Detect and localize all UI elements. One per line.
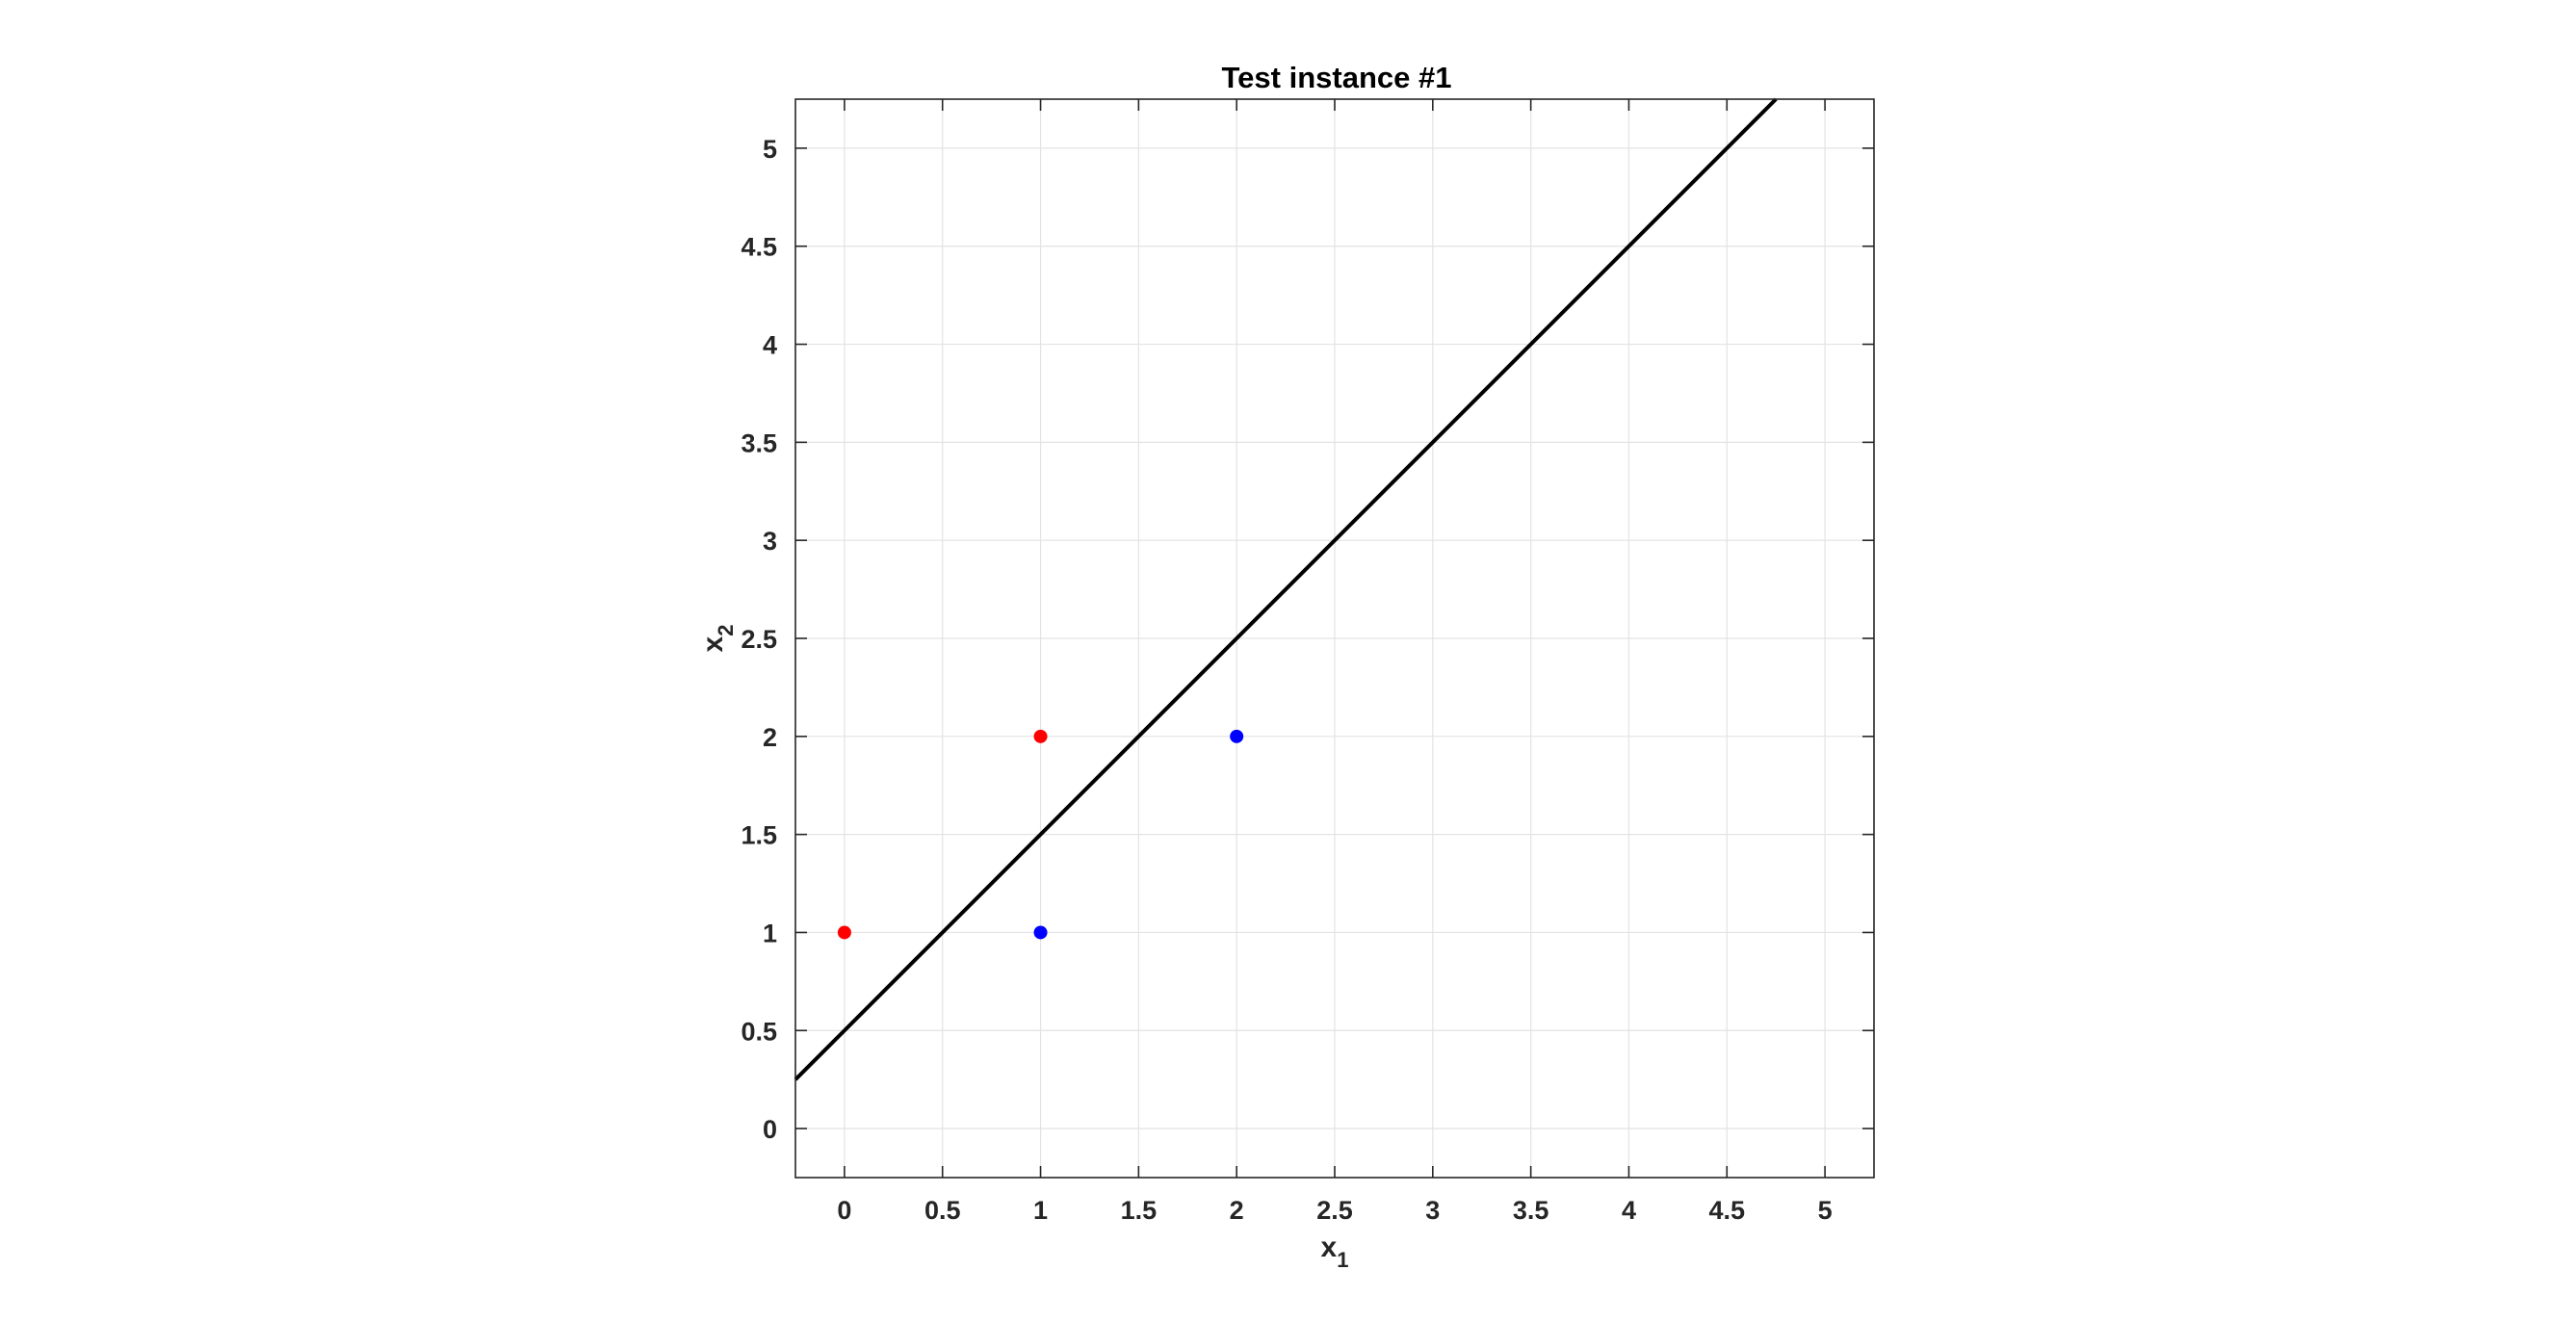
y-tick-label: 3.5 [741, 428, 777, 457]
x-tick-labels: 0 0.5 1 1.5 2 2.5 3 3.5 4 4.5 5 [837, 1196, 1832, 1225]
x-tick-label: 5 [1818, 1196, 1833, 1225]
y-tick-label: 2.5 [741, 625, 777, 654]
x-tick-label: 3 [1425, 1196, 1440, 1225]
y-tick-label: 1 [763, 919, 777, 947]
chart-title: Test instance #1 [1222, 61, 1452, 94]
decision-line [794, 97, 1778, 1081]
x-tick-label: 3.5 [1513, 1196, 1549, 1225]
data-points [837, 729, 1244, 940]
y-tick-label: 4.5 [741, 233, 777, 262]
data-point-series-0-1 [1033, 729, 1048, 743]
x-axis-label-base: x [1321, 1231, 1338, 1263]
data-point-series-1-0 [1033, 925, 1048, 940]
plot-area [794, 97, 1875, 1179]
y-axis-label: x2 [697, 625, 738, 653]
x-tick-label: 2 [1230, 1196, 1244, 1225]
y-tick-label: 3 [763, 527, 777, 556]
y-tick-label: 0.5 [741, 1017, 777, 1046]
y-tick-label: 1.5 [741, 821, 777, 850]
x-tick-label: 2.5 [1316, 1196, 1353, 1225]
y-tick-label: 5 [763, 135, 777, 164]
plot-frame [794, 98, 1875, 1179]
y-tick-label: 2 [763, 723, 777, 752]
x-tick-label: 1.5 [1121, 1196, 1158, 1225]
data-point-series-0-0 [837, 925, 851, 940]
decision-line-layer [794, 97, 1778, 1081]
y-tick-label: 0 [763, 1115, 777, 1144]
y-tick-label: 4 [763, 331, 777, 360]
data-point-series-1-1 [1230, 729, 1244, 743]
x-tick-label: 0 [837, 1196, 851, 1225]
x-tick-label: 0.5 [924, 1196, 961, 1225]
x-tick-label: 4 [1622, 1196, 1636, 1225]
y-tick-labels: 0 0.5 1 1.5 2 2.5 3 3.5 4 4.5 5 [741, 135, 777, 1144]
x-axis-label-subscript: 1 [1337, 1248, 1348, 1272]
tick-marks [795, 99, 1874, 1178]
grid-lines [795, 99, 1874, 1178]
x-tick-label: 1 [1033, 1196, 1048, 1225]
y-axis-label-base: x [697, 635, 729, 652]
y-axis-label-subscript: 2 [714, 625, 738, 636]
x-tick-label: 4.5 [1708, 1196, 1745, 1225]
x-axis-label: x1 [1321, 1231, 1349, 1272]
